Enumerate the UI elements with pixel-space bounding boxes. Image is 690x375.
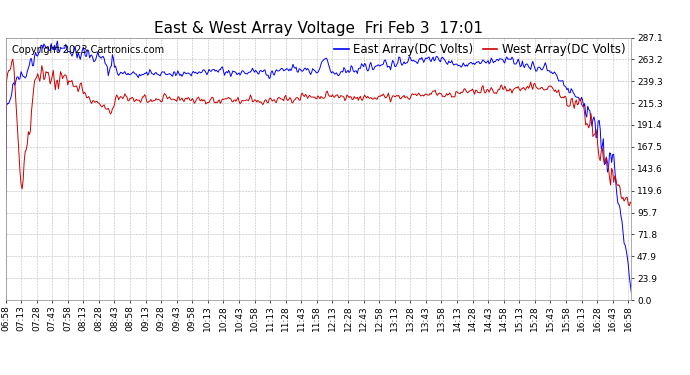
Title: East & West Array Voltage  Fri Feb 3  17:01: East & West Array Voltage Fri Feb 3 17:0… [154,21,483,36]
Legend: East Array(DC Volts), West Array(DC Volts): East Array(DC Volts), West Array(DC Volt… [335,44,625,56]
Text: Copyright 2023 Cartronics.com: Copyright 2023 Cartronics.com [12,45,164,56]
